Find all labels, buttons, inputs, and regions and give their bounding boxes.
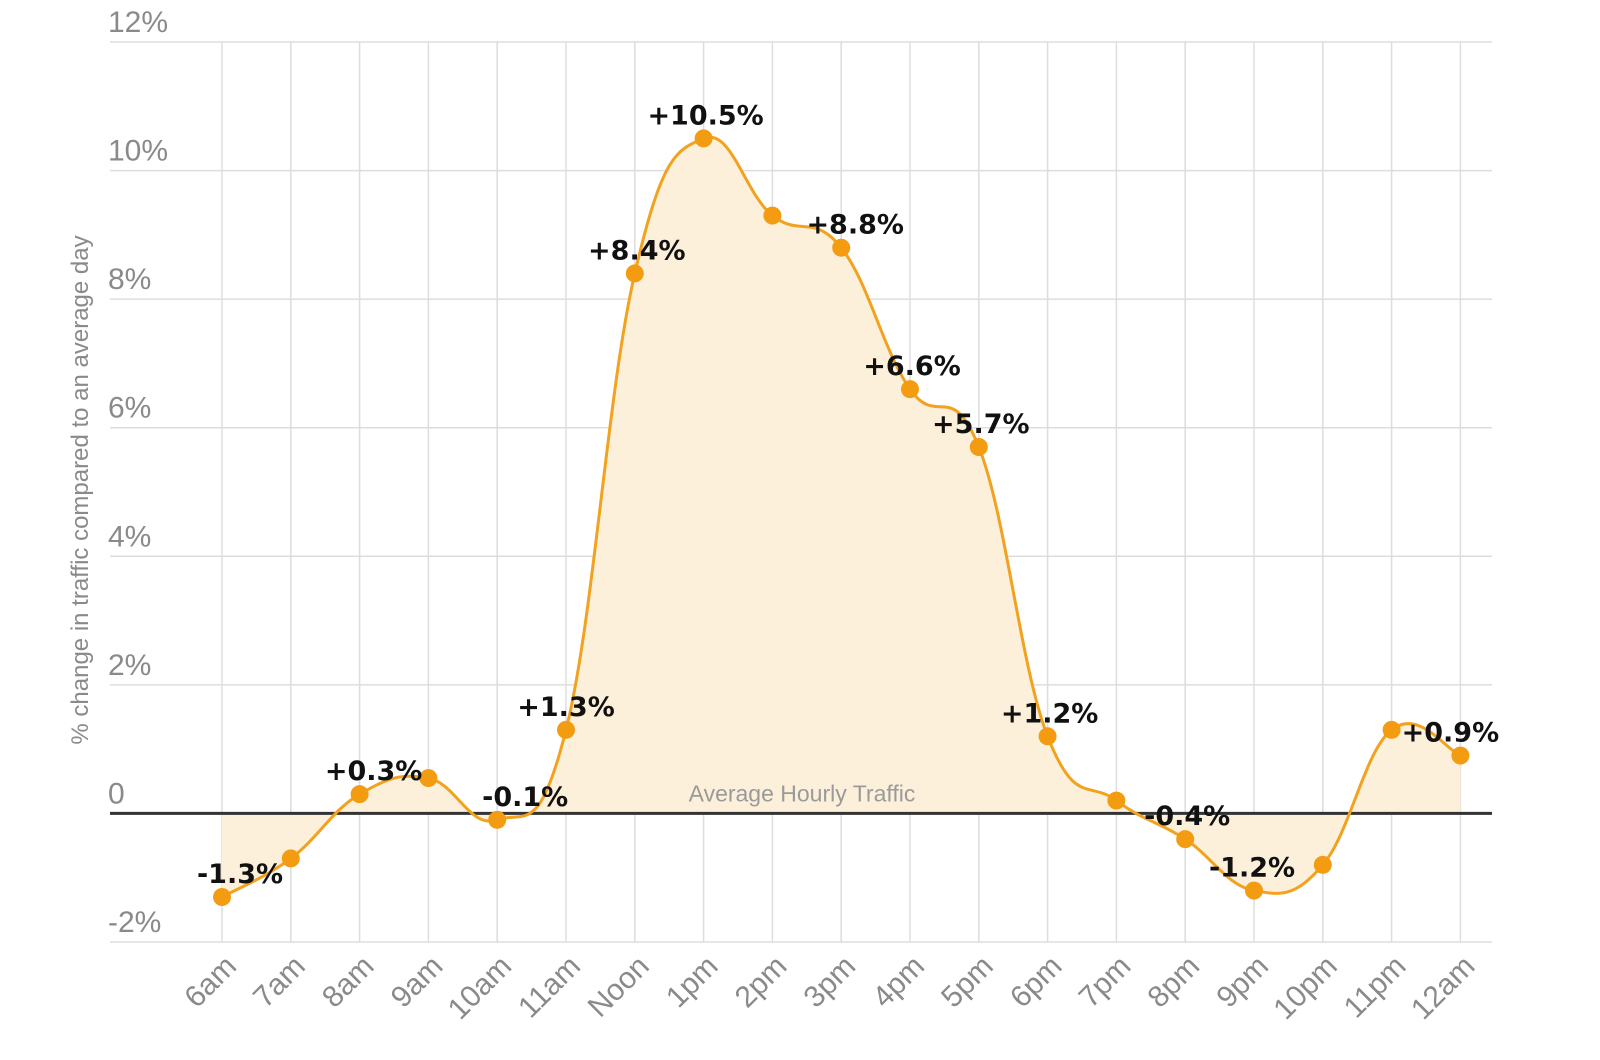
x-tick-label: 11pm <box>1338 950 1413 1025</box>
data-point <box>832 238 851 257</box>
y-tick-label: 8% <box>108 263 151 296</box>
x-tick-label: 3pm <box>798 950 863 1015</box>
x-tick-label: 10pm <box>1267 950 1343 1026</box>
x-tick-label: 1pm <box>660 950 725 1015</box>
data-label: +10.5% <box>647 100 763 131</box>
data-label: +1.3% <box>517 692 615 723</box>
y-axis-title: % change in traffic compared to an avera… <box>67 235 94 744</box>
x-tick-label: 11am <box>512 950 587 1025</box>
data-label: +8.8% <box>806 210 904 241</box>
x-tick-label: 8pm <box>1142 950 1207 1015</box>
data-label: +0.9% <box>1402 718 1500 749</box>
data-point <box>1313 855 1332 874</box>
data-point <box>488 810 507 829</box>
x-tick-label: 2pm <box>729 950 794 1015</box>
area-fill <box>222 137 1461 897</box>
data-point <box>1245 881 1263 900</box>
data-point <box>763 206 782 225</box>
x-tick-label: 7am <box>247 950 312 1015</box>
data-point <box>557 720 575 739</box>
baseline-label: Average Hourly Traffic <box>689 780 916 806</box>
y-tick-label: -2% <box>108 906 161 939</box>
data-label: -1.2% <box>1209 853 1295 884</box>
data-point <box>1176 830 1195 849</box>
data-point <box>350 785 369 804</box>
y-tick-label: 6% <box>108 392 151 425</box>
data-label: -0.1% <box>482 782 568 813</box>
x-tick-label: 12am <box>1405 950 1481 1026</box>
data-point <box>213 888 231 906</box>
x-tick-label: 6am <box>178 950 243 1015</box>
x-tick-label: 8am <box>316 950 381 1015</box>
data-point <box>1107 791 1126 810</box>
data-point <box>1038 727 1057 746</box>
data-label: -0.4% <box>1144 801 1230 832</box>
data-label: +8.4% <box>588 235 686 266</box>
data-point <box>419 769 438 788</box>
x-tick-label: 6pm <box>1004 950 1069 1015</box>
data-label: +5.7% <box>932 409 1030 440</box>
data-point <box>281 849 300 868</box>
x-tick-label: 10am <box>442 950 518 1026</box>
y-tick-label: 4% <box>108 520 151 553</box>
y-tick-label: 12% <box>108 6 168 39</box>
data-label: +6.6% <box>863 351 961 382</box>
y-tick-label: 2% <box>108 649 151 682</box>
data-label: +1.2% <box>1001 698 1099 729</box>
data-point <box>969 438 988 456</box>
y-tick-label: 0 <box>108 777 125 810</box>
data-point <box>625 264 644 283</box>
x-tick-label: Noon <box>582 950 656 1024</box>
data-label: -1.3% <box>197 859 283 890</box>
data-label: +0.3% <box>325 756 423 787</box>
x-tick-label: 4pm <box>866 950 931 1015</box>
x-tick-label: 9am <box>385 950 450 1015</box>
x-tick-label: 9pm <box>1210 950 1275 1015</box>
data-point <box>1451 746 1470 765</box>
x-tick-label: 5pm <box>935 950 1000 1015</box>
data-point <box>1382 720 1401 739</box>
data-point <box>901 380 919 399</box>
x-tick-label: 7pm <box>1073 950 1138 1015</box>
data-point <box>694 129 713 148</box>
y-tick-label: 10% <box>108 135 168 168</box>
